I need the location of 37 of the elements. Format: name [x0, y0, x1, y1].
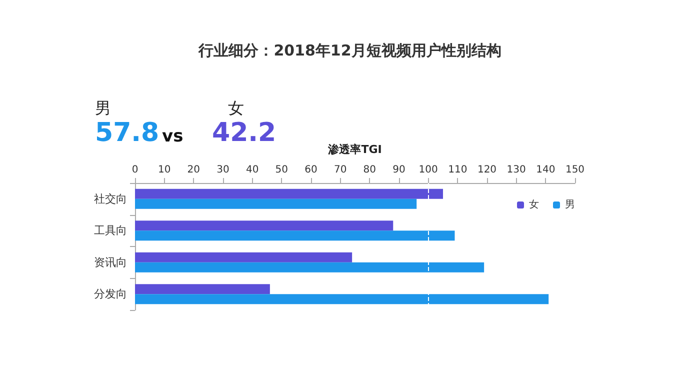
chart-title: 行业细分：2018年12月短视频用户性别结构: [198, 42, 502, 60]
x-tick-label: 20: [187, 164, 200, 176]
x-tick-label: 30: [216, 164, 230, 176]
bar: [135, 284, 270, 294]
text: 57.8: [95, 118, 160, 148]
y-tick-label: 社交向: [94, 192, 127, 206]
x-tick-label: 70: [334, 164, 347, 176]
bar: [135, 220, 394, 231]
legend-label: 女: [529, 198, 539, 210]
x-tick-label: 0: [132, 164, 138, 176]
bar: [135, 262, 484, 272]
x-tick-label: 60: [304, 164, 318, 176]
bar: [135, 252, 352, 262]
bar: [135, 188, 443, 199]
x-tick-label: 110: [448, 164, 468, 176]
legend-label: 男: [565, 200, 575, 210]
x-tick-label: 50: [275, 164, 288, 176]
text: 男: [95, 98, 111, 118]
x-tick-label: 40: [246, 164, 259, 176]
x-tick-label: 150: [565, 164, 585, 176]
y-tick-label: 资讯向: [94, 256, 127, 269]
y-tick-label: 分发向: [94, 288, 127, 301]
x-tick-label: 80: [363, 164, 376, 176]
text: 42.2: [212, 118, 276, 148]
x-axis-title: 渗透率TGI: [327, 143, 382, 156]
x-tick-label: 100: [418, 164, 438, 176]
bar: [135, 198, 417, 209]
text: 女: [228, 98, 244, 118]
x-tick-label: 140: [536, 164, 556, 176]
y-tick-label: 工具向: [94, 224, 127, 238]
bar: [135, 294, 549, 304]
x-tick-label: 10: [158, 164, 171, 176]
x-tick-label: 130: [506, 164, 526, 176]
x-tick-label: 90: [392, 164, 406, 176]
x-tick-label: 120: [477, 164, 497, 176]
bar: [135, 230, 455, 241]
text: vs: [162, 126, 184, 146]
